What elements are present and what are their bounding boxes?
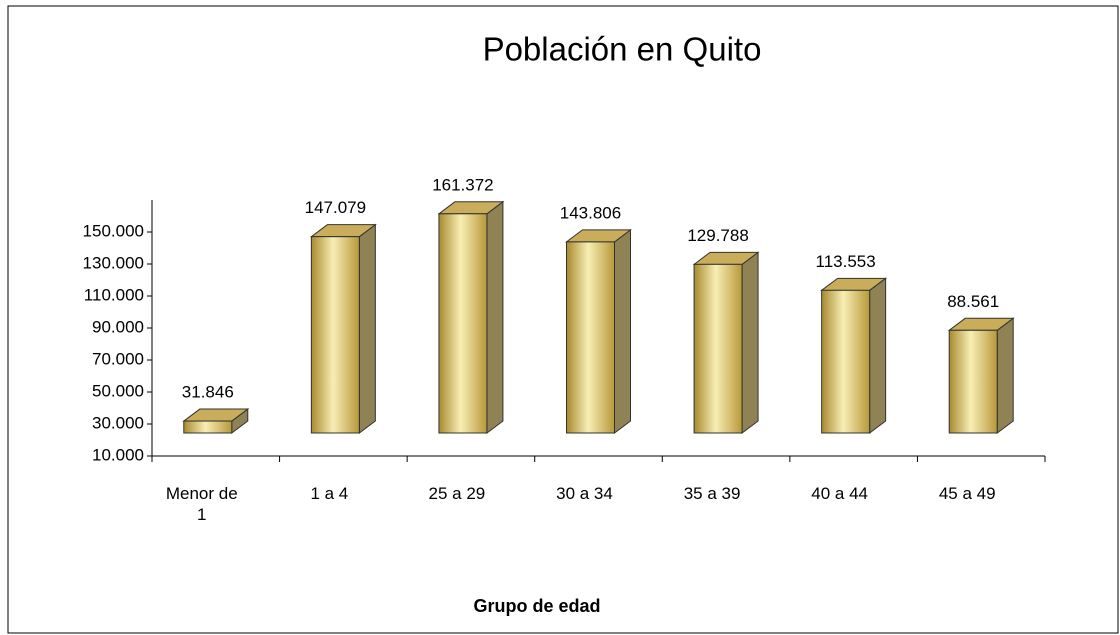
x-tick-label: 45 a 49 [938, 484, 996, 503]
data-label: 143.806 [560, 203, 621, 222]
y-tick-label: 50.000 [92, 381, 144, 400]
y-tick-label: 30.000 [92, 413, 144, 432]
y-tick-label: 90.000 [92, 317, 144, 336]
data-label: 88.561 [947, 292, 999, 311]
bar [566, 241, 615, 434]
y-tick-label: 130.000 [83, 253, 144, 272]
bar [821, 289, 871, 434]
y-tick-label: 150.000 [83, 221, 144, 240]
data-label: 147.079 [305, 198, 366, 217]
data-label: 113.553 [816, 252, 876, 271]
bar [310, 236, 360, 434]
chart-title: Población en Quito [483, 31, 762, 68]
bar [693, 263, 743, 434]
x-tick-label: 30 a 34 [556, 484, 613, 503]
x-tick-label: 35 a 39 [683, 484, 741, 503]
y-tick-label: 10.000 [92, 445, 144, 464]
y-tick-label: 110.000 [84, 285, 144, 304]
x-tick-label: 1 a 4 [310, 484, 349, 503]
data-label: 31.846 [182, 383, 234, 402]
bar-side [996, 317, 1014, 434]
bar-side [486, 200, 504, 434]
data-label: 129.788 [687, 226, 748, 245]
data-label: 161.372 [432, 175, 493, 194]
bar [438, 213, 488, 434]
chart-frame [7, 5, 1119, 634]
bar [948, 329, 998, 434]
bar-side [614, 228, 631, 434]
x-tick-label: Menor de 1 [165, 484, 238, 524]
bar-side [741, 251, 759, 434]
bar-side [358, 223, 376, 434]
x-axis-title: Grupo de edad [473, 596, 600, 616]
x-tick-label: 40 a 44 [811, 484, 868, 503]
x-tick-label: 25 a 29 [428, 484, 486, 503]
bar [183, 420, 233, 434]
bar-side [869, 277, 887, 434]
y-tick-label: 70.000 [92, 349, 144, 368]
